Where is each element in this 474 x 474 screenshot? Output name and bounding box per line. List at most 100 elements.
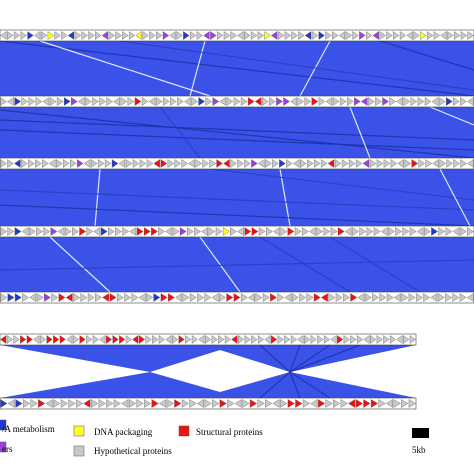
gene-arrow bbox=[104, 159, 112, 168]
gene-arrow bbox=[59, 335, 66, 344]
gene-arrow bbox=[333, 399, 341, 408]
gene-arrow bbox=[440, 31, 447, 40]
gene-arrow bbox=[83, 159, 91, 168]
gene-arrow bbox=[205, 97, 213, 106]
gene-arrow bbox=[346, 97, 354, 106]
gene-arrow bbox=[396, 97, 403, 106]
gene-arrow bbox=[42, 97, 50, 106]
gene-arrow bbox=[325, 31, 332, 40]
gene-arrow bbox=[151, 227, 158, 236]
gene-arrow bbox=[72, 227, 79, 236]
gene-arrow bbox=[36, 227, 43, 236]
gene-arrow bbox=[68, 399, 76, 408]
gene-arrow bbox=[105, 335, 113, 344]
gene-arrow bbox=[138, 335, 146, 344]
gene-arrow bbox=[341, 159, 349, 168]
gene-arrow bbox=[460, 97, 467, 106]
gene-arrow bbox=[430, 293, 438, 302]
gene-arrow bbox=[219, 399, 227, 408]
synteny-crossing-line bbox=[439, 168, 471, 227]
gene-arrow bbox=[99, 97, 106, 106]
gene-arrow bbox=[258, 227, 266, 236]
gene-arrow bbox=[77, 159, 84, 168]
gene-arrow bbox=[257, 31, 264, 40]
gene-arrow bbox=[397, 159, 404, 168]
gene-arrow bbox=[467, 227, 474, 236]
gene-arrow bbox=[297, 97, 305, 106]
gene-arrow bbox=[350, 293, 358, 302]
gene-arrow bbox=[172, 227, 180, 236]
gene-arrow bbox=[7, 399, 15, 408]
gene-arrow bbox=[271, 335, 278, 344]
gene-arrow bbox=[325, 97, 333, 106]
gene-arrow bbox=[204, 399, 212, 408]
synteny-crossing-line bbox=[209, 168, 474, 201]
gene-arrow bbox=[292, 293, 299, 302]
gene-arrow bbox=[403, 97, 411, 106]
gene-arrow bbox=[212, 97, 220, 106]
gene-arrow bbox=[169, 31, 176, 40]
gene-arrow bbox=[438, 227, 446, 236]
gene-arrow bbox=[376, 159, 384, 168]
gene-arrow bbox=[390, 159, 398, 168]
gene-arrow bbox=[366, 227, 374, 236]
gene-arrow bbox=[117, 293, 124, 302]
gene-arrow bbox=[237, 227, 244, 236]
gene-arrow bbox=[298, 31, 305, 40]
gene-arrow bbox=[14, 227, 22, 236]
gene-arrow bbox=[196, 399, 204, 408]
gene-arrow bbox=[74, 31, 82, 40]
gene-arrow bbox=[395, 227, 403, 236]
gene-arrow bbox=[321, 293, 328, 302]
gene-arrow bbox=[402, 227, 410, 236]
gene-arrow bbox=[370, 399, 379, 408]
gene-arrow bbox=[144, 399, 152, 408]
gene-arrow bbox=[223, 31, 231, 40]
gene-arrow bbox=[222, 227, 230, 236]
gene-arrow bbox=[413, 31, 420, 40]
gene-arrow bbox=[125, 159, 133, 168]
gene-arrow bbox=[431, 227, 438, 236]
gene-arrow bbox=[249, 399, 257, 408]
gene-arrow bbox=[382, 97, 389, 106]
gene-arrow bbox=[33, 335, 40, 344]
gene-arrow bbox=[291, 31, 298, 40]
gene-arrow bbox=[172, 335, 179, 344]
gene-arrow bbox=[145, 335, 152, 344]
gene-arrow bbox=[67, 31, 75, 40]
gene-arrow bbox=[290, 335, 297, 344]
gene-arrow bbox=[79, 335, 86, 344]
gene-arrow bbox=[184, 97, 191, 106]
synteny-crossing-line bbox=[289, 344, 301, 373]
legend-swatch-others bbox=[0, 441, 7, 453]
gene-arrow bbox=[122, 31, 129, 40]
gene-arrow bbox=[95, 293, 102, 302]
gene-arrow bbox=[284, 293, 292, 302]
gene-arrow bbox=[226, 293, 234, 302]
gene-arrow bbox=[35, 97, 43, 106]
synteny-crossing-line bbox=[259, 236, 351, 293]
gene-arrow bbox=[53, 399, 61, 408]
gene-arrow bbox=[453, 97, 460, 106]
gene-arrow bbox=[265, 159, 272, 168]
gene-arrow bbox=[262, 97, 269, 106]
gene-arrow bbox=[48, 159, 56, 168]
gene-arrow bbox=[311, 97, 319, 106]
gene-arrow bbox=[255, 293, 263, 302]
gene-arrow bbox=[61, 31, 68, 40]
gene-arrow bbox=[0, 399, 8, 408]
gene-arrow bbox=[28, 97, 36, 106]
genome-track bbox=[0, 95, 474, 108]
gene-arrow bbox=[344, 227, 352, 236]
gene-arrow bbox=[355, 159, 363, 168]
gene-arrow bbox=[299, 293, 307, 302]
gene-arrow bbox=[383, 335, 390, 344]
gene-arrow bbox=[178, 335, 185, 344]
gene-arrow bbox=[22, 293, 29, 302]
gene-arrow bbox=[266, 227, 273, 236]
gene-arrow bbox=[181, 159, 189, 168]
gene-arrow bbox=[185, 335, 192, 344]
gene-arrow bbox=[332, 31, 339, 40]
gene-arrow bbox=[418, 159, 426, 168]
gene-arrow bbox=[50, 227, 58, 236]
